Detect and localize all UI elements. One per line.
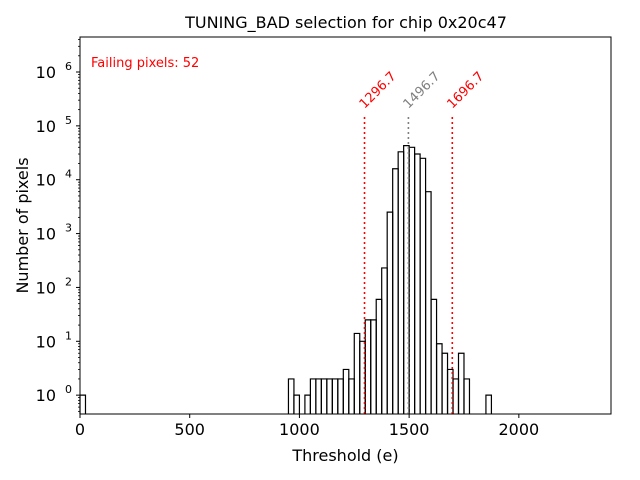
y-tick-label-5: 10 5 (36, 114, 72, 136)
x-axis-label: Threshold (e) (291, 446, 398, 465)
x-tick-label-3: 1500 (389, 420, 430, 439)
y-tick-label-1: 10 1 (36, 329, 72, 351)
x-tick-label-2: 1000 (279, 420, 320, 439)
y-tick-label-2: 10 2 (36, 275, 72, 297)
histogram-bin-33 (485, 394, 493, 414)
y-axis-label: Number of pixels (13, 157, 32, 293)
y-tick-label-3: 10 3 (36, 222, 72, 244)
failing-pixels-annotation: Failing pixels: 52 (91, 56, 199, 71)
x-tick-label-4: 2000 (498, 420, 539, 439)
histogram-bin-32 (463, 378, 471, 414)
y-tick-label-6: 10 6 (36, 60, 72, 82)
x-tick-label-0: 0 (75, 420, 85, 439)
y-tick-label-4: 10 4 (36, 168, 72, 190)
plot-frame (79, 36, 612, 415)
x-tick-label-1: 500 (174, 420, 205, 439)
histogram-bin-2 (293, 394, 301, 414)
y-tick-label-0: 10 0 (36, 383, 72, 405)
chart-title: TUNING_BAD selection for chip 0x20c47 (184, 13, 507, 33)
